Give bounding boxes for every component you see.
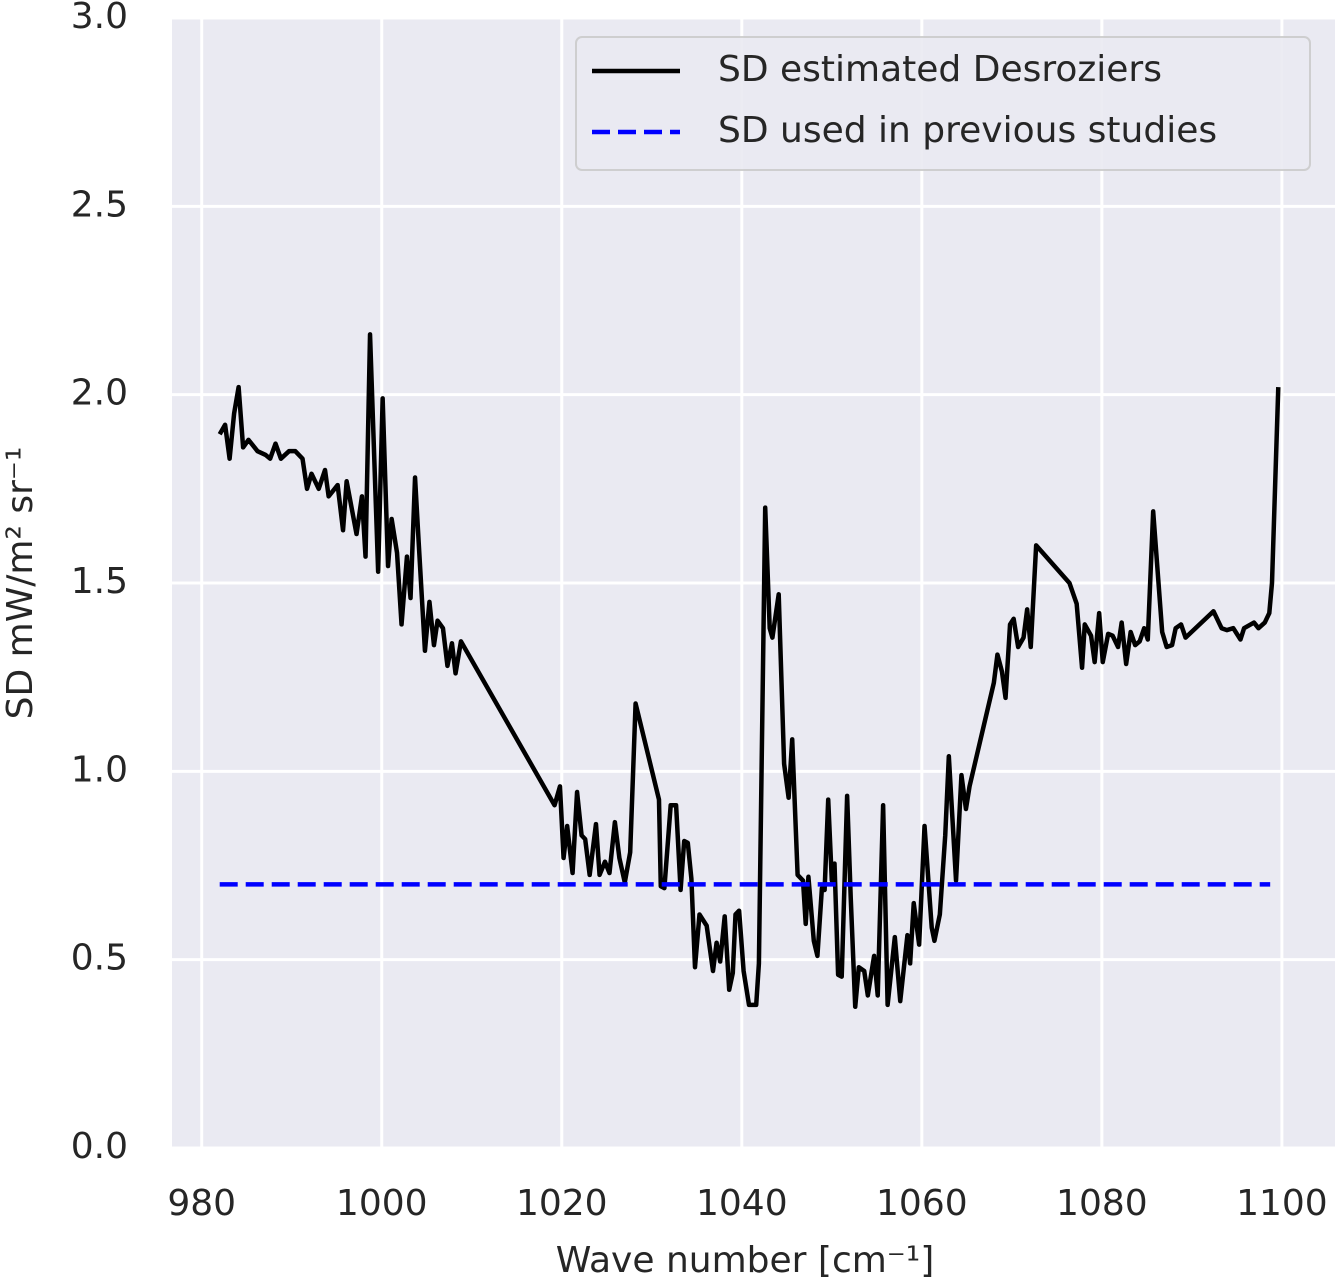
- x-tick-label: 1000: [336, 1183, 428, 1224]
- x-axis-label: Wave number [cm⁻¹]: [556, 1240, 935, 1281]
- legend-box: [575, 36, 1311, 171]
- legend-label: SD used in previous studies: [718, 110, 1217, 151]
- x-tick-label: 1060: [876, 1183, 968, 1224]
- y-tick-label: 2.0: [71, 373, 128, 414]
- y-axis-label: SD mW/m² sr⁻¹: [0, 447, 41, 720]
- y-tick-label: 0.0: [71, 1126, 128, 1167]
- legend: SD estimated Desroziers SD used in previo…: [575, 36, 1311, 171]
- x-tick-label: 1020: [516, 1183, 608, 1224]
- y-tick-label: 2.5: [71, 184, 128, 225]
- y-tick-label: 3.0: [71, 0, 128, 37]
- y-tick-label: 1.5: [71, 561, 128, 602]
- x-tick-label: 980: [167, 1183, 236, 1224]
- data-line: [217, 332, 1281, 1009]
- y-tick-label: 1.0: [71, 749, 128, 790]
- x-tick-label: 1100: [1236, 1183, 1328, 1224]
- x-tick-label: 1080: [1056, 1183, 1148, 1224]
- legend-label: SD estimated Desroziers: [718, 49, 1162, 90]
- x-tick-label: 1040: [696, 1183, 788, 1224]
- y-tick-label: 0.5: [71, 938, 128, 979]
